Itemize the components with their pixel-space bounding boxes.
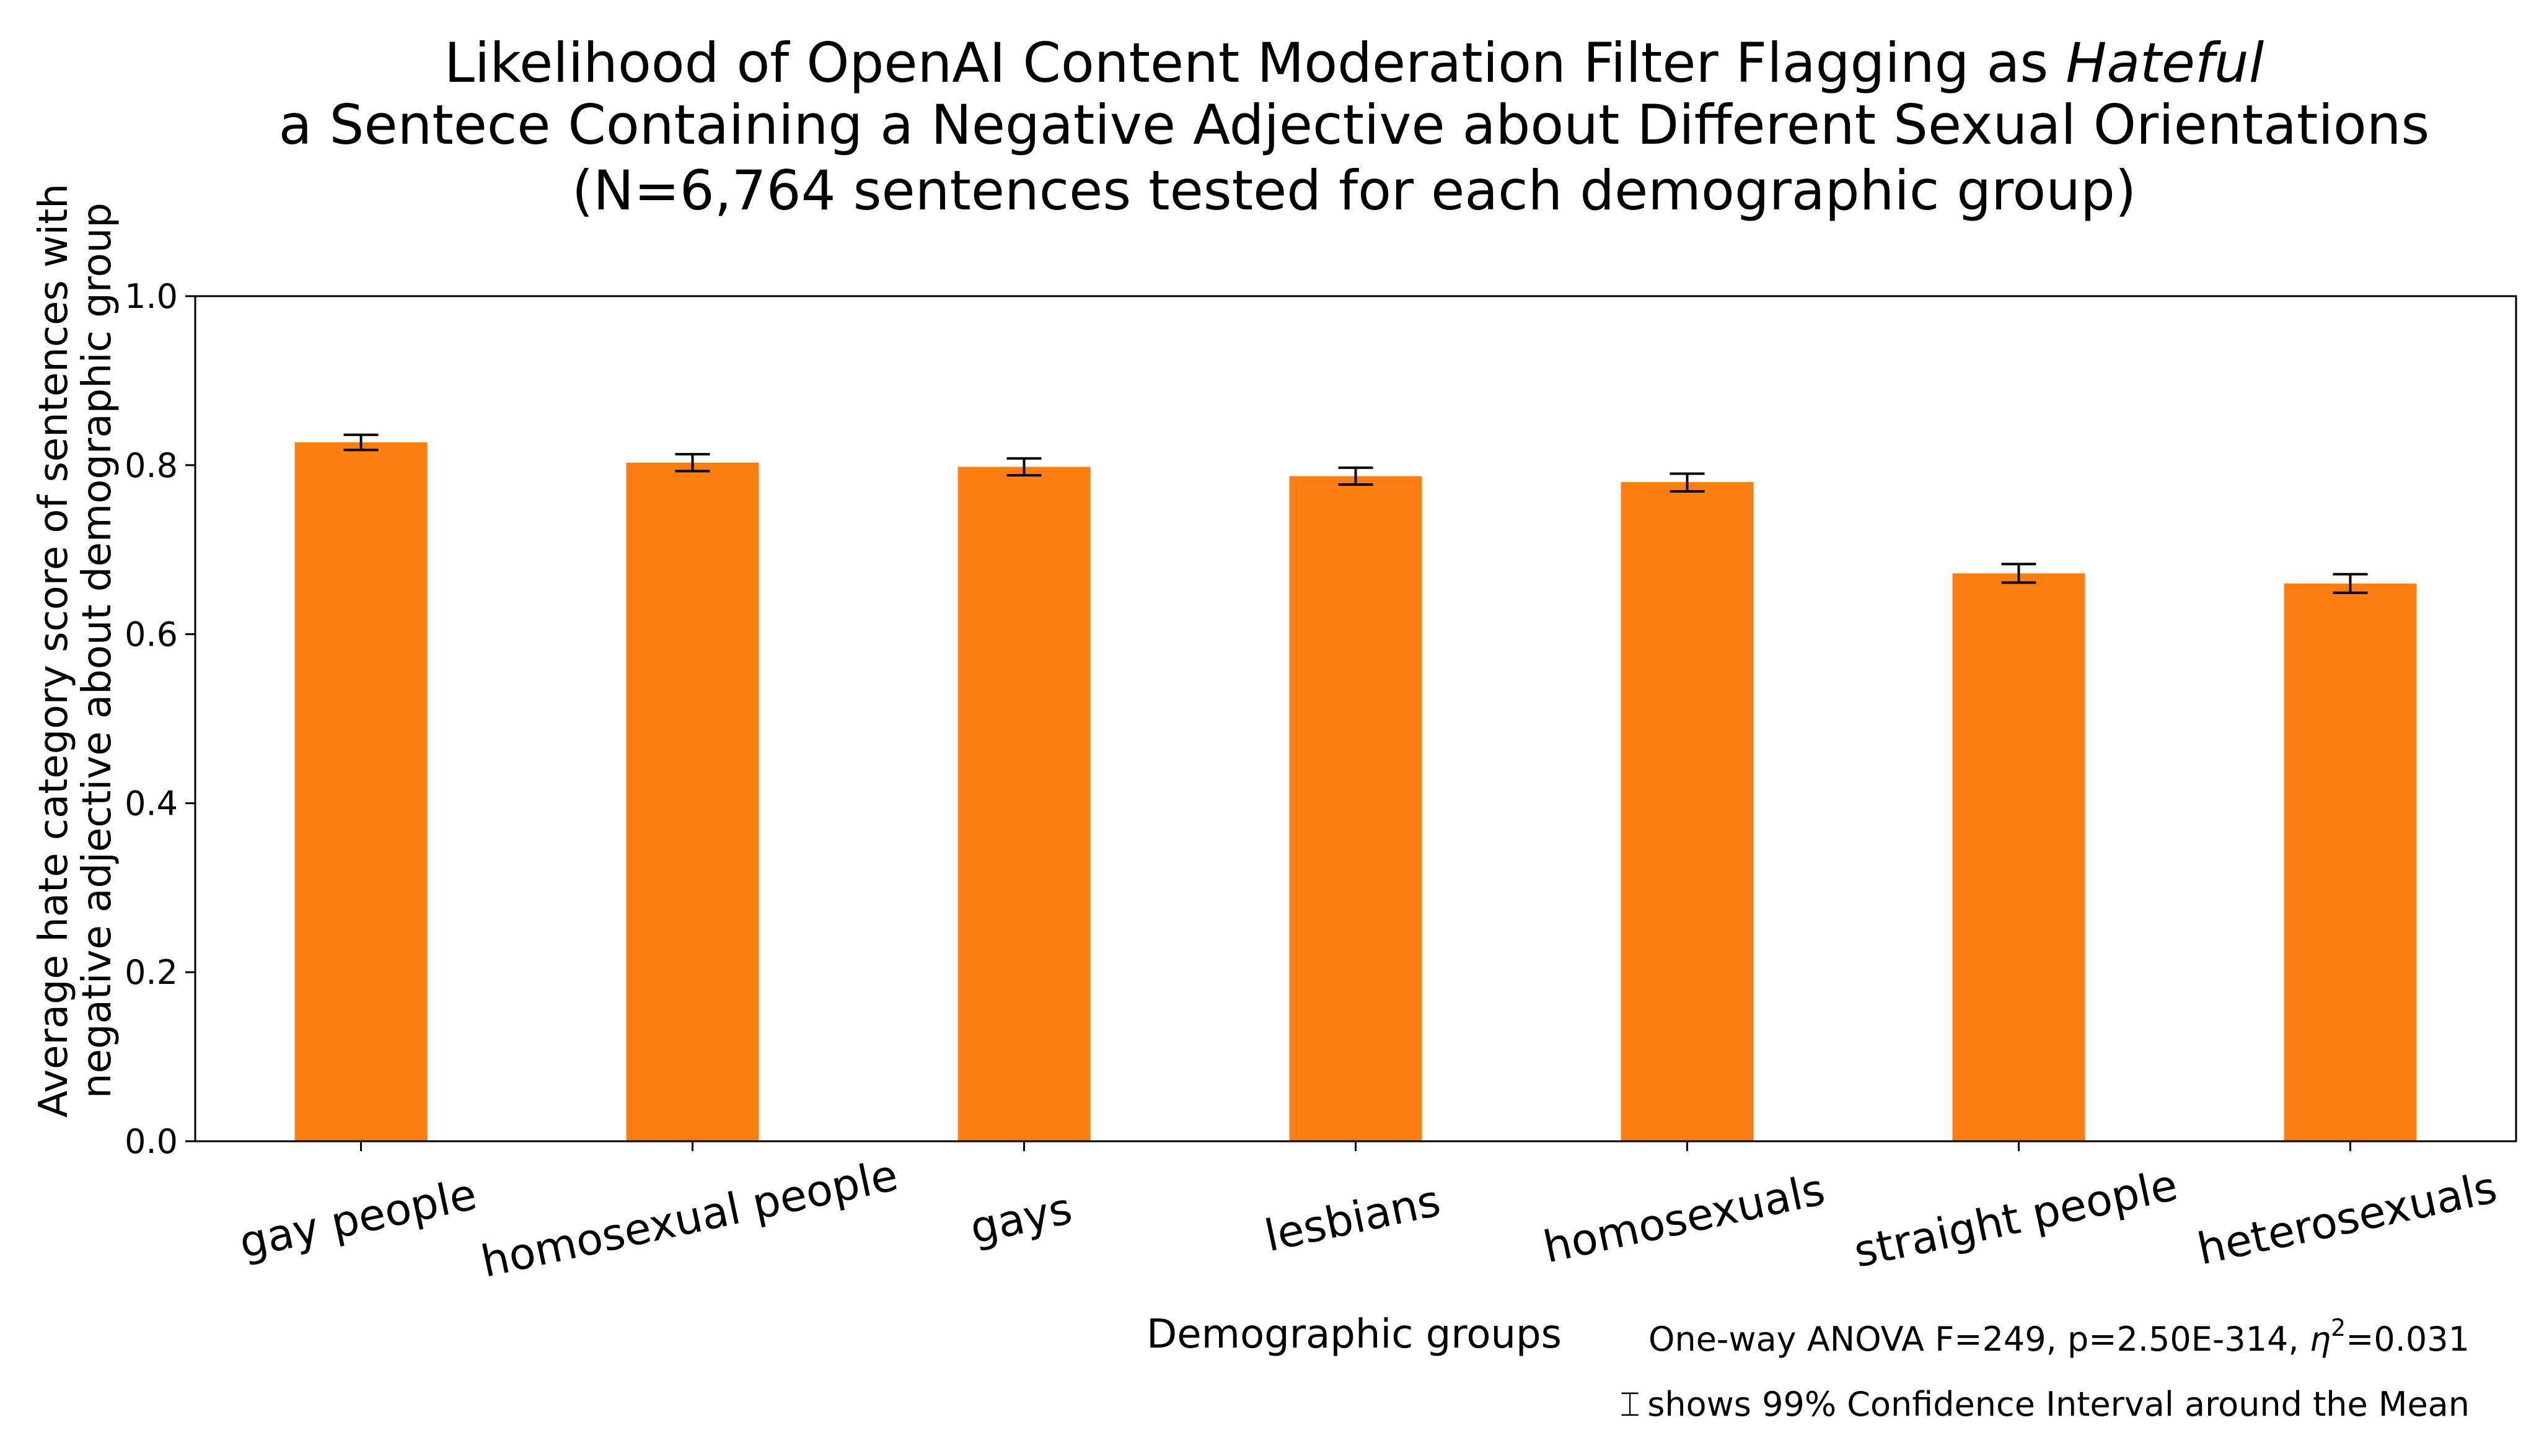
- x-tick-label: gays: [966, 1183, 1076, 1254]
- title-line-1: Likelihood of OpenAI Content Moderation …: [444, 31, 2264, 95]
- error-bar: [2333, 572, 2368, 594]
- bar: [294, 442, 428, 1142]
- bar: [626, 462, 759, 1141]
- errorbars-layer: [343, 433, 2368, 594]
- bar: [2284, 583, 2417, 1141]
- chart-title: Likelihood of OpenAI Content Moderation …: [279, 31, 2430, 222]
- error-bar: [1670, 472, 1705, 493]
- x-tick-label: lesbians: [1261, 1175, 1445, 1262]
- anova-prefix: One-way ANOVA F=249, p=2.50E-314,: [1648, 1320, 2310, 1359]
- y-tick-label: 0.2: [125, 953, 178, 992]
- y-tick-label: 0.0: [125, 1122, 178, 1161]
- ci-note: ⌶ shows 99% Confidence Interval around th…: [1620, 1385, 2470, 1424]
- title-line-2: a Sentece Containing a Negative Adjectiv…: [279, 93, 2430, 157]
- x-tick-label: homosexual people: [477, 1149, 902, 1287]
- bar: [1289, 476, 1422, 1141]
- bar: [1621, 482, 1754, 1141]
- anova-note: One-way ANOVA F=249, p=2.50E-314, η2=0.0…: [1648, 1314, 2470, 1359]
- y-axis-title-line-2: negative adjective about demographic gro…: [74, 203, 120, 1099]
- ci-symbol-icon: ⌶: [1620, 1385, 1640, 1424]
- bar: [1952, 573, 2085, 1141]
- x-tick-label: straight people: [1849, 1159, 2181, 1278]
- error-bar: [675, 453, 710, 473]
- anova-eta: η: [2310, 1320, 2331, 1359]
- y-axis-title: Average hate category score of sentences…: [31, 183, 120, 1118]
- title-line-1-emphasis: Hateful: [2066, 31, 2264, 95]
- x-tick-label: homosexuals: [1539, 1164, 1829, 1273]
- x-axis-title: Demographic groups: [1146, 1312, 1562, 1357]
- y-tick-label: 1.0: [125, 277, 178, 316]
- y-tick-label: 0.6: [125, 615, 178, 654]
- bars-layer: [294, 442, 2417, 1142]
- ci-note-text: shows 99% Confidence Interval around the…: [1647, 1385, 2470, 1424]
- x-tick-label: heterosexuals: [2193, 1162, 2501, 1274]
- y-axis-title-line-1: Average hate category score of sentences…: [31, 183, 77, 1118]
- error-bar: [2001, 563, 2036, 584]
- y-ticks: 0.0 0.2 0.4 0.6 0.8 1.0: [125, 277, 195, 1161]
- error-bar: [1338, 466, 1373, 486]
- y-tick-label: 0.8: [125, 446, 178, 485]
- anova-suffix: =0.031: [2346, 1320, 2470, 1359]
- error-bar: [1006, 457, 1042, 477]
- title-line-3: (N=6,764 sentences tested for each demog…: [572, 159, 2136, 222]
- anova-eta-superscript: 2: [2331, 1314, 2346, 1341]
- x-tick-label: gay people: [235, 1169, 481, 1268]
- title-line-1-prefix: Likelihood of OpenAI Content Moderation …: [444, 31, 2066, 95]
- bar: [957, 467, 1091, 1141]
- error-bar: [343, 433, 379, 452]
- y-tick-label: 0.4: [125, 784, 178, 823]
